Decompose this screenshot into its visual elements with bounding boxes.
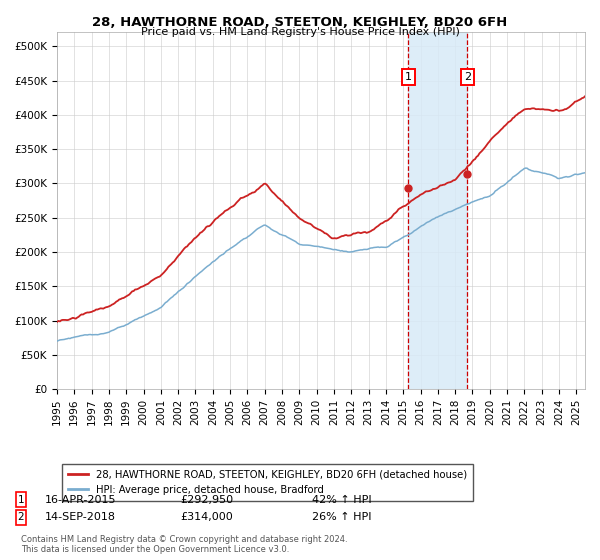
- Text: Contains HM Land Registry data © Crown copyright and database right 2024.
This d: Contains HM Land Registry data © Crown c…: [21, 535, 347, 554]
- Text: 2: 2: [17, 512, 25, 522]
- Bar: [408, 32, 467, 389]
- Text: 28, HAWTHORNE ROAD, STEETON, KEIGHLEY, BD20 6FH: 28, HAWTHORNE ROAD, STEETON, KEIGHLEY, B…: [92, 16, 508, 29]
- Legend: 28, HAWTHORNE ROAD, STEETON, KEIGHLEY, BD20 6FH (detached house), HPI: Average p: 28, HAWTHORNE ROAD, STEETON, KEIGHLEY, B…: [62, 464, 473, 501]
- Text: £292,950: £292,950: [180, 494, 233, 505]
- Text: 14-SEP-2018: 14-SEP-2018: [45, 512, 116, 522]
- Text: 1: 1: [405, 72, 412, 82]
- Text: 1: 1: [17, 494, 25, 505]
- Text: 26% ↑ HPI: 26% ↑ HPI: [312, 512, 371, 522]
- Text: Price paid vs. HM Land Registry's House Price Index (HPI): Price paid vs. HM Land Registry's House …: [140, 27, 460, 37]
- Text: £314,000: £314,000: [180, 512, 233, 522]
- Text: 42% ↑ HPI: 42% ↑ HPI: [312, 494, 371, 505]
- Text: 16-APR-2015: 16-APR-2015: [45, 494, 116, 505]
- Text: 2: 2: [464, 72, 471, 82]
